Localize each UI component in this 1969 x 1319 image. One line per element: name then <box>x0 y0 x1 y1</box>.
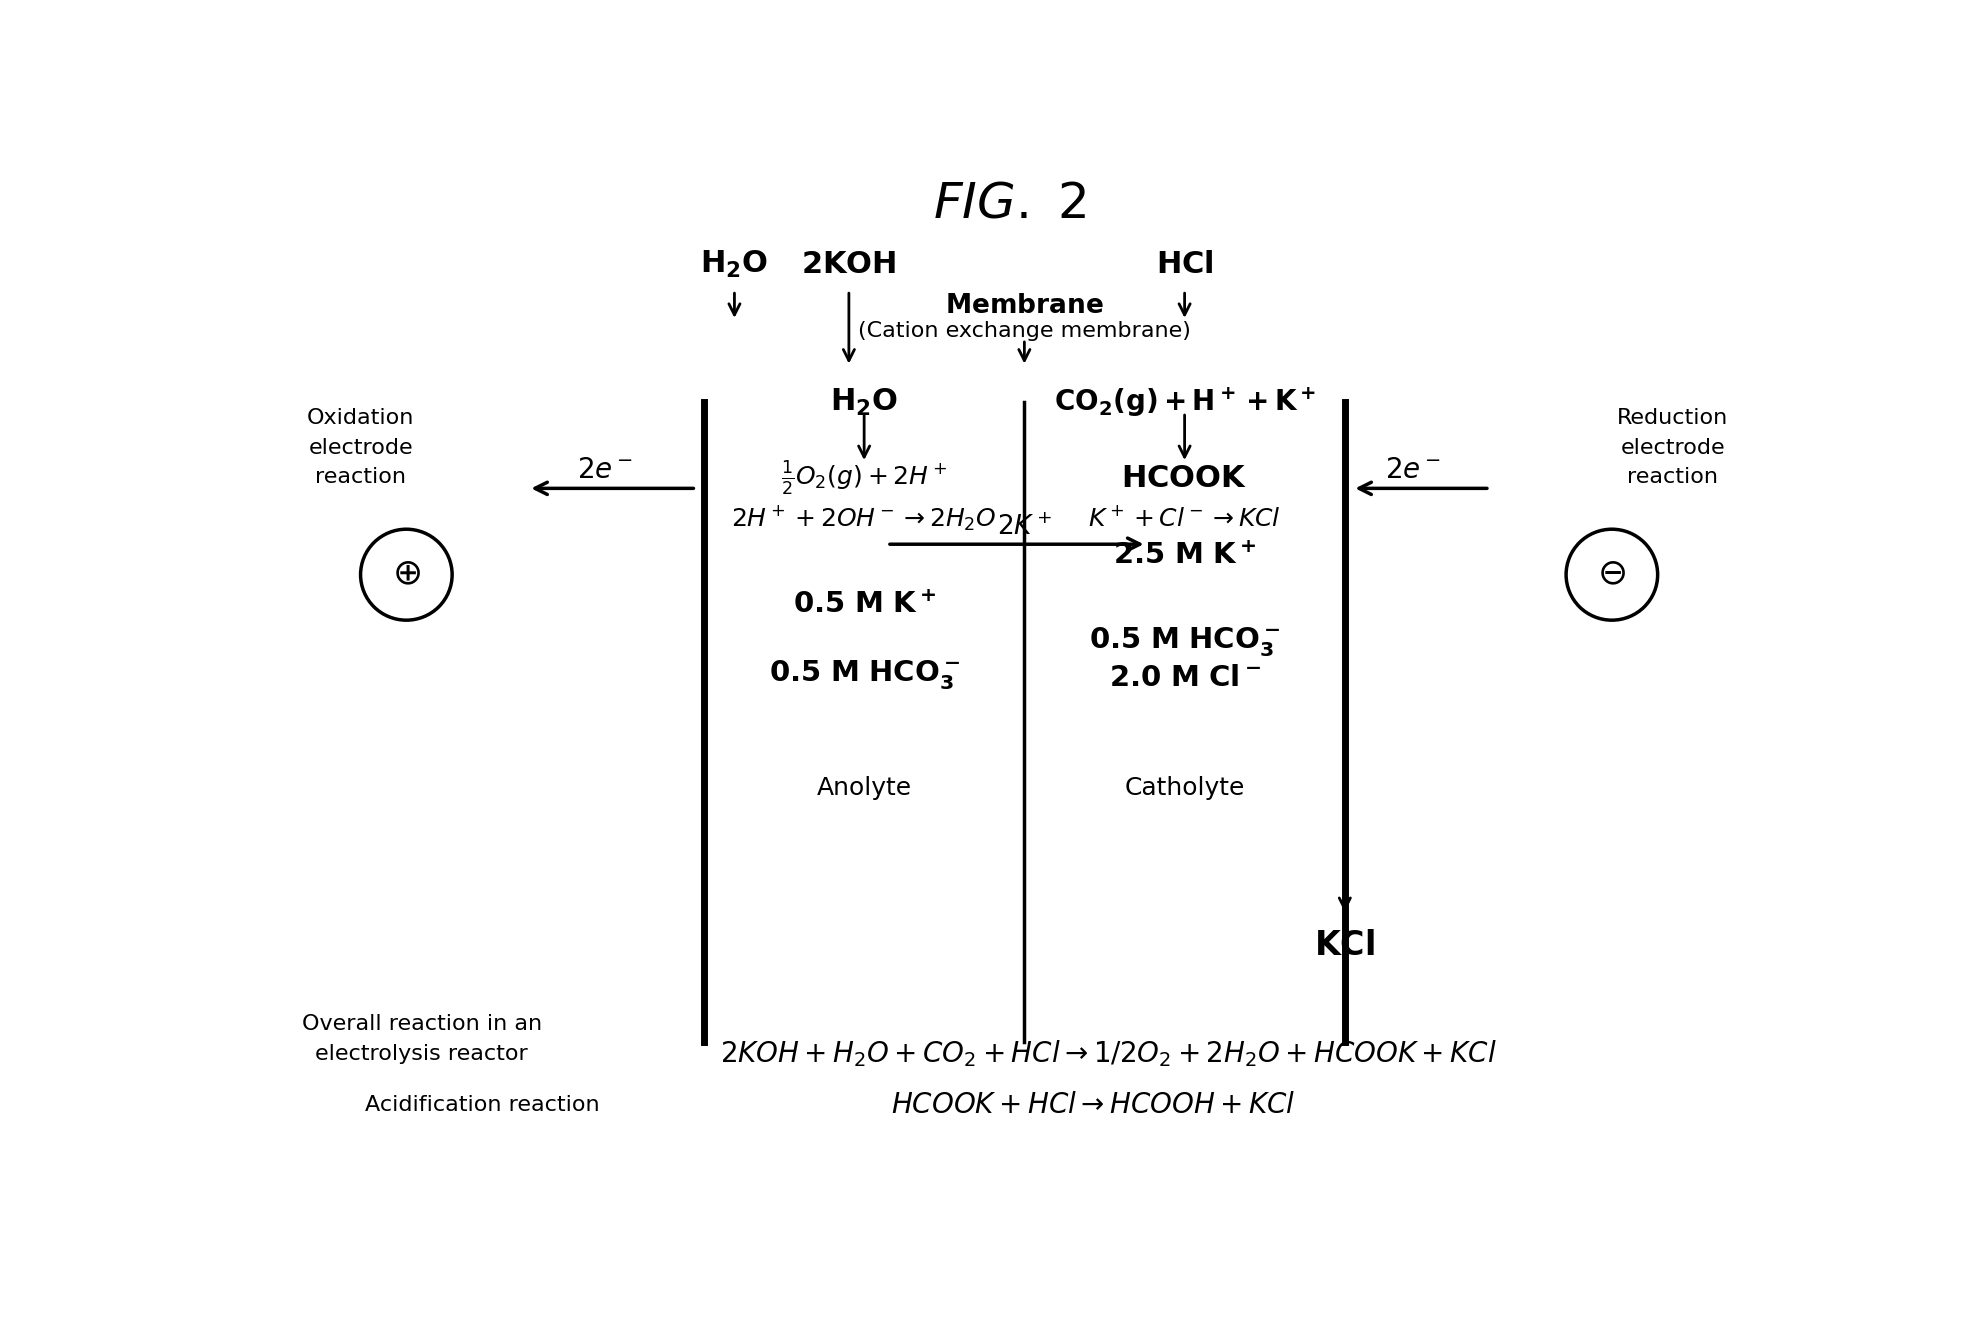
Text: $K^+ + Cl^- \rightarrow KCl$: $K^+ + Cl^- \rightarrow KCl$ <box>1089 506 1282 532</box>
Text: electrolysis reactor: electrolysis reactor <box>315 1045 528 1064</box>
Text: $2K^+$: $2K^+$ <box>996 514 1051 541</box>
Text: $\mathbf{H_2O}$: $\mathbf{H_2O}$ <box>831 386 898 418</box>
Text: Oxidation
electrode
reaction: Oxidation electrode reaction <box>307 408 413 487</box>
Text: Reduction
electrode
reaction: Reduction electrode reaction <box>1617 408 1729 487</box>
Text: $\mathbf{0.5\ M\ HCO_3^-}$: $\mathbf{0.5\ M\ HCO_3^-}$ <box>768 658 959 691</box>
Text: $HCOOK + HCl \rightarrow HCOOH + KCl$: $HCOOK + HCl \rightarrow HCOOH + KCl$ <box>890 1091 1296 1119</box>
Text: $\mathbf{2KOH}$: $\mathbf{2KOH}$ <box>801 251 896 280</box>
Text: $\mathbf{0.5\ M\ HCO_3^-}$: $\mathbf{0.5\ M\ HCO_3^-}$ <box>1089 625 1280 658</box>
Text: Catholyte: Catholyte <box>1124 776 1244 799</box>
Text: $2e^-$: $2e^-$ <box>1386 456 1441 484</box>
Text: $\ominus$: $\ominus$ <box>1597 558 1626 592</box>
Text: $2e^-$: $2e^-$ <box>577 456 632 484</box>
Text: $\mathbf{HCOOK}$: $\mathbf{HCOOK}$ <box>1122 464 1248 493</box>
Text: Anolyte: Anolyte <box>817 776 912 799</box>
Text: $\mathbf{Membrane}$: $\mathbf{Membrane}$ <box>945 293 1105 319</box>
Text: $2KOH + H_2O + CO_2 + HCl \rightarrow 1/2O_2 + 2H_2O + HCOOK + KCl$: $2KOH + H_2O + CO_2 + HCl \rightarrow 1/… <box>721 1038 1496 1070</box>
Text: (Cation exchange membrane): (Cation exchange membrane) <box>858 321 1191 340</box>
Text: $\oplus$: $\oplus$ <box>392 558 421 592</box>
Text: $\mathbf{HCl}$: $\mathbf{HCl}$ <box>1156 251 1213 280</box>
Text: $\frac{1}{2}O_2(g) + 2H^+$: $\frac{1}{2}O_2(g) + 2H^+$ <box>782 459 947 497</box>
Text: $\mathit{FIG.\ 2}$: $\mathit{FIG.\ 2}$ <box>933 179 1085 228</box>
Text: $\mathbf{CO_2(g) + H^+ + K^+}$: $\mathbf{CO_2(g) + H^+ + K^+}$ <box>1053 385 1315 419</box>
Text: $\mathbf{KCl}$: $\mathbf{KCl}$ <box>1315 929 1374 962</box>
Text: $2H^+ + 2OH^- \rightarrow 2H_2O$: $2H^+ + 2OH^- \rightarrow 2H_2O$ <box>730 504 996 533</box>
Text: $\mathbf{2.5\ M\ K^+}$: $\mathbf{2.5\ M\ K^+}$ <box>1112 542 1256 570</box>
Text: $\mathbf{0.5\ M\ K^+}$: $\mathbf{0.5\ M\ K^+}$ <box>794 591 935 619</box>
Text: Overall reaction in an: Overall reaction in an <box>301 1013 541 1034</box>
Text: $\mathbf{H_2O}$: $\mathbf{H_2O}$ <box>701 249 768 281</box>
Text: $\mathbf{2.0\ M\ Cl^-}$: $\mathbf{2.0\ M\ Cl^-}$ <box>1109 665 1260 692</box>
Text: Acidification reaction: Acidification reaction <box>366 1095 601 1115</box>
